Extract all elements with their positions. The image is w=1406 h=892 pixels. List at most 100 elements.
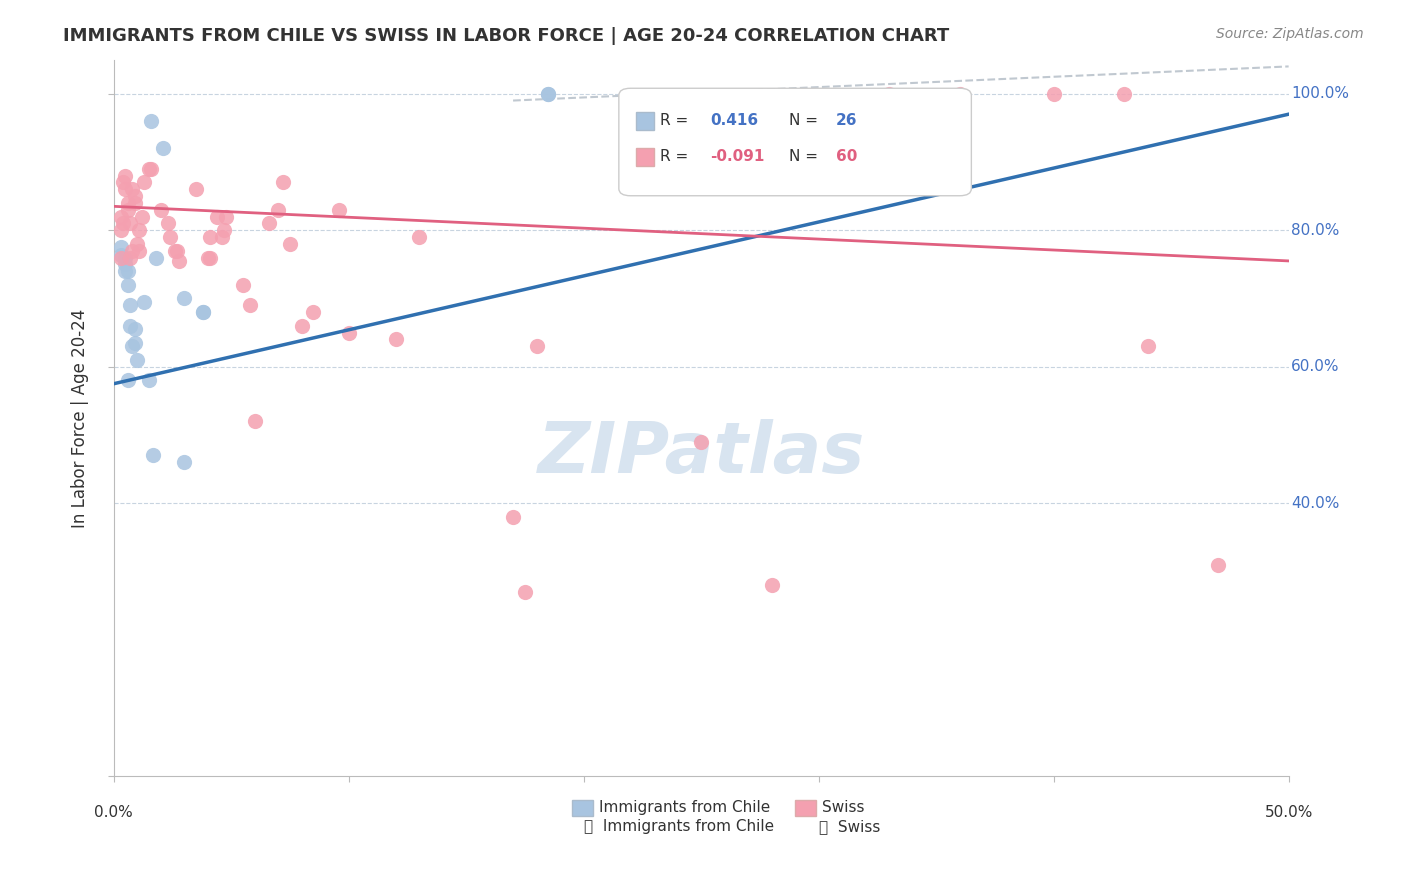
Point bbox=[1114, 87, 1136, 101]
Point bbox=[142, 449, 165, 463]
Point bbox=[121, 339, 143, 353]
Point bbox=[232, 277, 254, 292]
Point bbox=[211, 230, 233, 244]
Text: ⬜  Immigrants from Chile: ⬜ Immigrants from Chile bbox=[583, 819, 773, 834]
FancyBboxPatch shape bbox=[637, 148, 654, 166]
Point bbox=[110, 210, 132, 224]
Point bbox=[278, 236, 301, 251]
Point bbox=[1136, 339, 1159, 353]
Text: Swiss: Swiss bbox=[823, 800, 865, 815]
Point bbox=[149, 202, 172, 217]
Point bbox=[124, 195, 146, 210]
Point bbox=[145, 251, 167, 265]
Point bbox=[267, 202, 290, 217]
Point bbox=[114, 251, 136, 265]
Point bbox=[337, 326, 360, 340]
Point bbox=[124, 189, 146, 203]
Text: N =: N = bbox=[789, 113, 823, 128]
Point bbox=[118, 298, 141, 312]
Text: 0.416: 0.416 bbox=[710, 113, 759, 128]
Text: 80.0%: 80.0% bbox=[1291, 223, 1340, 237]
Point bbox=[271, 176, 294, 190]
Text: 40.0%: 40.0% bbox=[1291, 496, 1340, 511]
Point bbox=[121, 244, 143, 258]
Point bbox=[117, 195, 139, 210]
Point bbox=[166, 244, 188, 258]
Point bbox=[198, 251, 221, 265]
Point bbox=[191, 305, 214, 319]
Text: R =: R = bbox=[659, 113, 697, 128]
Text: ZIPatlas: ZIPatlas bbox=[537, 419, 865, 488]
Point bbox=[117, 264, 139, 278]
Point bbox=[526, 339, 548, 353]
Text: R =: R = bbox=[659, 149, 693, 164]
Point bbox=[118, 318, 141, 333]
Point bbox=[212, 223, 235, 237]
Text: ⬜  Swiss: ⬜ Swiss bbox=[818, 819, 880, 834]
Point bbox=[141, 114, 163, 128]
Point bbox=[138, 161, 160, 176]
Point bbox=[877, 87, 900, 101]
Point bbox=[110, 223, 132, 237]
Point bbox=[215, 210, 238, 224]
FancyBboxPatch shape bbox=[619, 88, 972, 195]
Point bbox=[125, 236, 148, 251]
Text: 60.0%: 60.0% bbox=[1291, 359, 1340, 375]
Point bbox=[302, 305, 325, 319]
Point bbox=[290, 318, 312, 333]
Point bbox=[184, 182, 207, 196]
Point bbox=[110, 251, 132, 265]
Point bbox=[513, 585, 536, 599]
Point bbox=[169, 254, 191, 268]
Point bbox=[111, 176, 134, 190]
Point bbox=[114, 257, 136, 271]
Point bbox=[690, 434, 713, 449]
Point bbox=[173, 455, 195, 469]
Point bbox=[128, 223, 150, 237]
FancyBboxPatch shape bbox=[796, 800, 817, 815]
Point bbox=[156, 216, 179, 230]
Point bbox=[141, 161, 163, 176]
Point bbox=[328, 202, 350, 217]
Text: 26: 26 bbox=[837, 113, 858, 128]
Point bbox=[114, 264, 136, 278]
Point bbox=[118, 216, 141, 230]
Text: 0.0%: 0.0% bbox=[94, 805, 134, 820]
Point bbox=[118, 251, 141, 265]
Point bbox=[197, 251, 219, 265]
Point bbox=[117, 277, 139, 292]
Point bbox=[124, 322, 146, 336]
Point bbox=[131, 210, 153, 224]
Point bbox=[502, 509, 524, 524]
Point bbox=[152, 141, 174, 155]
Point bbox=[111, 216, 134, 230]
Text: 100.0%: 100.0% bbox=[1291, 87, 1348, 101]
Text: Source: ZipAtlas.com: Source: ZipAtlas.com bbox=[1216, 27, 1364, 41]
Point bbox=[114, 169, 136, 183]
FancyBboxPatch shape bbox=[637, 112, 654, 130]
Point bbox=[117, 373, 139, 387]
Point bbox=[132, 176, 155, 190]
Point bbox=[257, 216, 280, 230]
Point bbox=[125, 352, 148, 367]
Text: IMMIGRANTS FROM CHILE VS SWISS IN LABOR FORCE | AGE 20-24 CORRELATION CHART: IMMIGRANTS FROM CHILE VS SWISS IN LABOR … bbox=[63, 27, 949, 45]
Point bbox=[384, 333, 406, 347]
Point bbox=[408, 230, 430, 244]
Point bbox=[163, 244, 186, 258]
Y-axis label: In Labor Force | Age 20-24: In Labor Force | Age 20-24 bbox=[72, 309, 89, 527]
Text: N =: N = bbox=[789, 149, 823, 164]
Point bbox=[159, 230, 181, 244]
Point bbox=[173, 292, 195, 306]
Text: Immigrants from Chile: Immigrants from Chile bbox=[599, 800, 770, 815]
Text: 50.0%: 50.0% bbox=[1264, 805, 1313, 820]
Point bbox=[537, 87, 560, 101]
Point bbox=[114, 182, 136, 196]
Point bbox=[1206, 558, 1229, 572]
Point bbox=[128, 244, 150, 258]
Point bbox=[239, 298, 262, 312]
Point bbox=[138, 373, 160, 387]
Point bbox=[124, 335, 146, 350]
Point bbox=[198, 230, 221, 244]
Point bbox=[110, 248, 132, 262]
Point bbox=[117, 202, 139, 217]
